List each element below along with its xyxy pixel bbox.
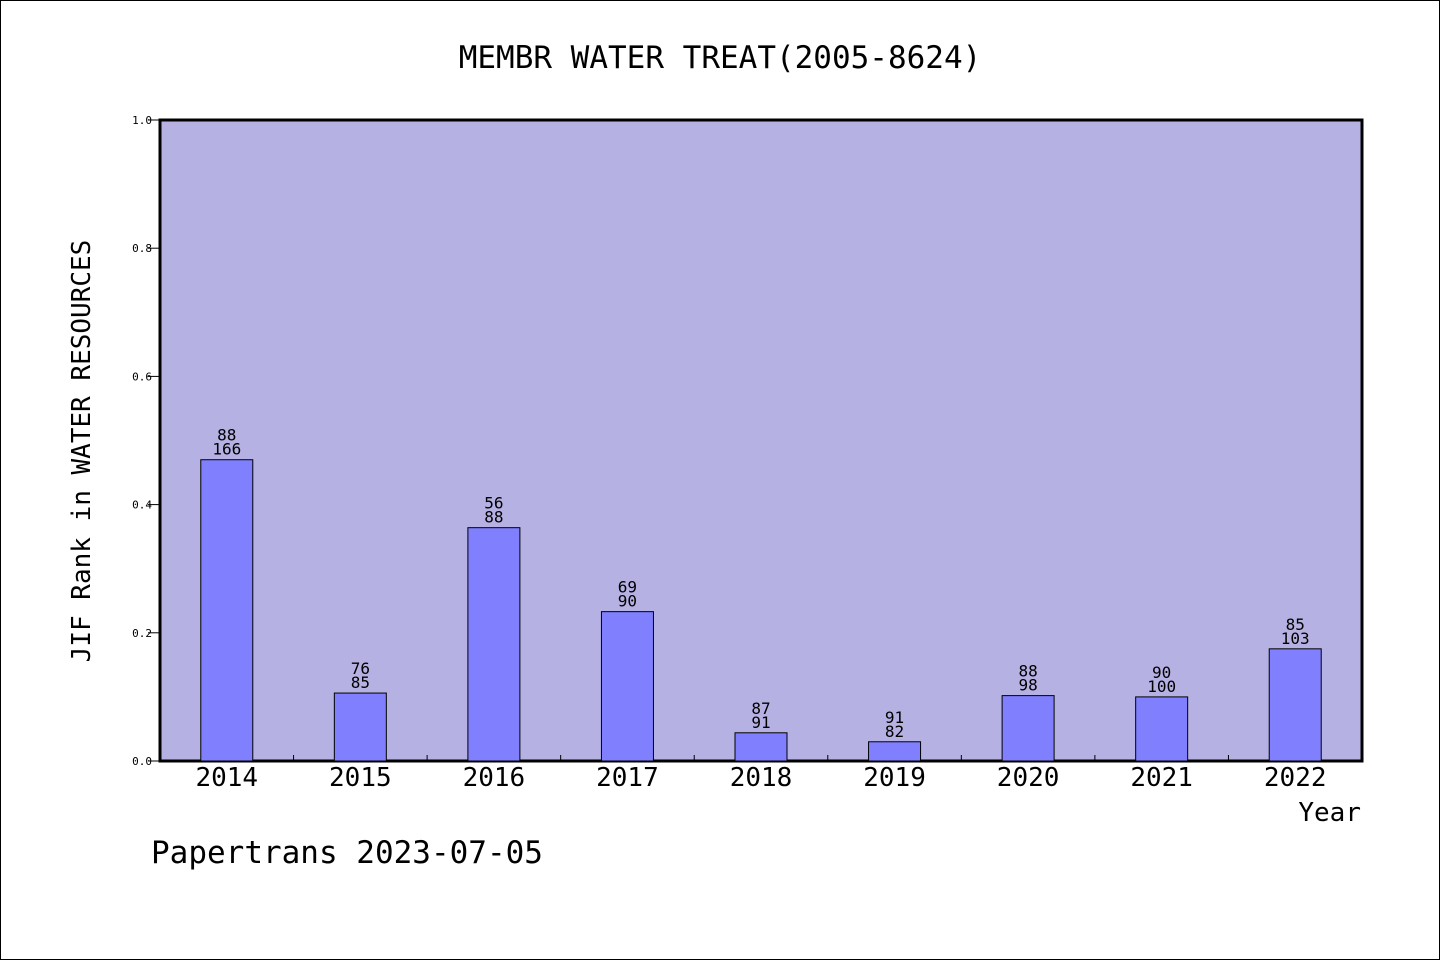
bar-2020: [1001, 695, 1055, 762]
total-label: 90: [618, 592, 637, 611]
x-tick-label: 2016: [463, 763, 526, 793]
y-tick-label: 0.6: [132, 370, 152, 383]
rank-label: 76: [351, 659, 370, 678]
x-axis-ticks: 2014 2015 2016 2017 2018 2019 2020 2021 2022: [195, 755, 1327, 793]
bar-2019: [868, 741, 922, 762]
y-axis-label: JIF Rank in WATER RESOURCES: [67, 240, 97, 663]
chart-title: MEMBR WATER TREAT(2005-8624): [459, 40, 982, 76]
rank-label: 88: [217, 426, 236, 445]
bar-2022: [1268, 648, 1322, 762]
rank-label: 90: [1152, 663, 1171, 682]
bar-2016: [467, 527, 521, 762]
y-tick-label: 0.2: [132, 627, 152, 640]
x-tick-label: 2018: [730, 763, 793, 793]
x-tick-label: 2017: [596, 763, 659, 793]
footer-credit: Papertrans 2023-07-05: [151, 835, 543, 871]
x-axis-label: Year: [1298, 798, 1361, 828]
total-label: 82: [885, 722, 904, 741]
rank-label: 91: [885, 708, 904, 727]
y-axis-ticks: 0.0 0.2 0.4 0.6 0.8 1.0: [132, 114, 160, 768]
total-label: 166: [212, 440, 241, 459]
rank-label: 85: [1286, 615, 1305, 634]
x-tick-label: 2019: [863, 763, 926, 793]
total-label: 91: [751, 713, 770, 732]
y-tick-label: 1.0: [132, 114, 152, 127]
bars: [200, 459, 1322, 762]
x-tick-label: 2020: [997, 763, 1060, 793]
bar-2018: [734, 732, 788, 762]
plot-area: [158, 118, 1364, 763]
bar-2021: [1135, 696, 1189, 762]
x-tick-label: 2015: [329, 763, 392, 793]
total-label: 85: [351, 673, 370, 692]
total-label: 98: [1018, 676, 1037, 695]
x-tick-label: 2014: [195, 763, 258, 793]
bar-2014: [200, 459, 254, 762]
rank-label: 69: [618, 578, 637, 597]
y-tick-label: 0.4: [132, 499, 152, 512]
total-label: 88: [484, 508, 503, 527]
x-tick-label: 2022: [1264, 763, 1327, 793]
bar-2015: [333, 692, 387, 762]
total-label: 103: [1281, 629, 1310, 648]
bar-2017: [600, 611, 654, 762]
total-label: 100: [1147, 677, 1176, 696]
x-tick-label: 2021: [1130, 763, 1193, 793]
rank-label: 87: [751, 699, 770, 718]
rank-label: 88: [1018, 662, 1037, 681]
y-tick-label: 0.0: [132, 755, 152, 768]
y-tick-label: 0.8: [132, 242, 152, 255]
rank-label: 56: [484, 494, 503, 513]
